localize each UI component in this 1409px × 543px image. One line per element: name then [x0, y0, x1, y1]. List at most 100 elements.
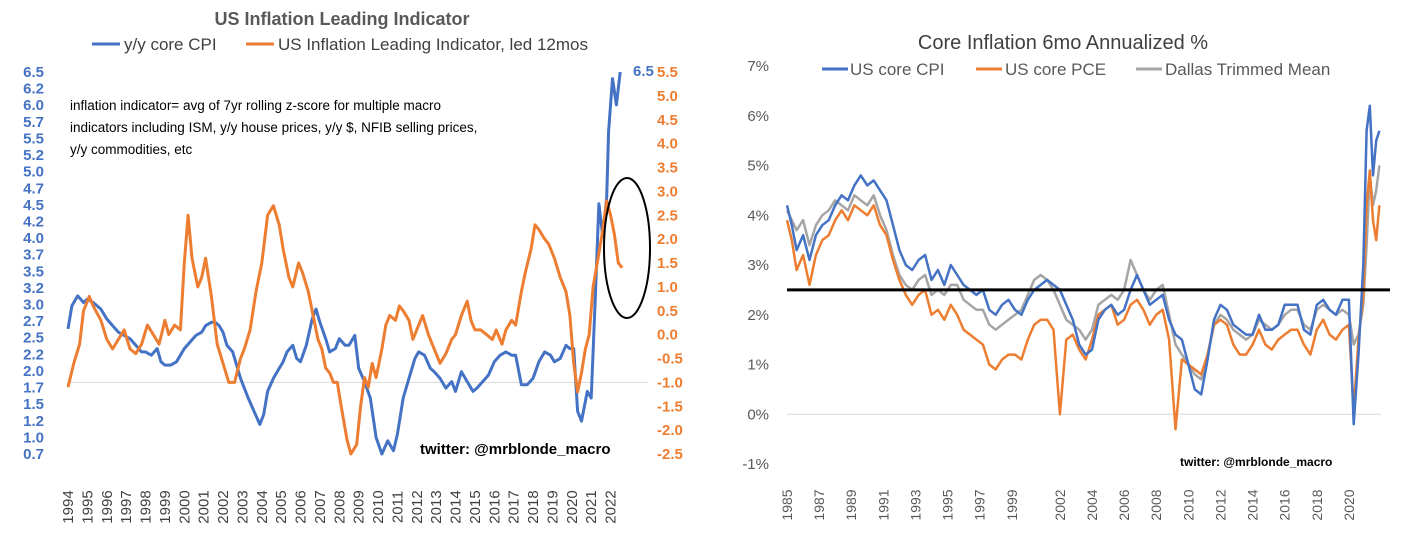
- x-tick-label: 1997: [118, 490, 135, 523]
- annotation-line-3: y/y commodities, etc: [70, 142, 193, 157]
- right-y-tick-label: -2.0: [657, 422, 683, 439]
- right-y-tick-label: 2.0: [657, 231, 678, 248]
- x-tick-label: 1999: [157, 490, 174, 523]
- right-y-tick-label: -2.5: [657, 446, 683, 463]
- left-y-tick-label: 6.2: [23, 81, 44, 98]
- left-y-tick-label: 4.7: [23, 180, 44, 197]
- left-y-tick-label: 3.2: [23, 280, 44, 297]
- left-y-tick-label: 6.5: [23, 64, 44, 81]
- x-tick-label: 1999: [1004, 489, 1020, 520]
- left-y-tick-label: 4.2: [23, 213, 44, 230]
- left-y-tick-label: 2.7: [23, 313, 44, 330]
- y-tick-label: 6%: [747, 108, 769, 125]
- x-tick-label: 1994: [60, 490, 77, 523]
- chart1-annotation: inflation indicator= avg of 7yr rolling …: [70, 98, 477, 157]
- y-tick-label: 5%: [747, 158, 769, 175]
- right-y-tick-label: 2.5: [657, 207, 678, 224]
- chart2-legend: US core CPI US core PCE Dallas Trimmed M…: [822, 60, 1330, 79]
- x-tick-label: 1996: [99, 490, 116, 523]
- chart1-left-axis-ticks: 6.56.26.05.75.55.25.04.74.54.24.03.73.53…: [23, 64, 44, 463]
- x-tick-label: 1985: [779, 489, 795, 520]
- x-tick-label: 2000: [176, 490, 193, 523]
- chart1-legend: y/y core CPI US Inflation Leading Indica…: [92, 35, 588, 54]
- x-tick-label: 2012: [409, 490, 426, 523]
- chart2-x-axis-ticks: 1985 1987 1989 1991 1993 1995 1997 1999 2002 2004…: [779, 489, 1357, 520]
- x-tick-label: 1998: [138, 490, 155, 523]
- x-tick-label: 1995: [79, 490, 96, 523]
- x-tick-label: 2005: [273, 490, 290, 523]
- right-y-tick-label: -1.0: [657, 374, 683, 391]
- chart2-title: Core Inflation 6mo Annualized %: [918, 32, 1208, 54]
- left-y-tick-label: 1.7: [23, 380, 44, 397]
- x-tick-label: 1989: [843, 489, 859, 520]
- x-tick-label: 2002: [215, 490, 232, 523]
- y-tick-label: 0%: [747, 406, 769, 423]
- x-tick-label: 2009: [351, 490, 368, 523]
- x-tick-label: 2012: [1212, 489, 1228, 520]
- x-tick-label: 2007: [312, 490, 329, 523]
- right-y-tick-label: 3.5: [657, 160, 678, 177]
- left-y-tick-label: 5.7: [23, 114, 44, 131]
- left-y-tick-label: 1.2: [23, 413, 44, 430]
- right-y-tick-label: 1.5: [657, 255, 678, 272]
- right-y-tick-label: -1.5: [657, 398, 683, 415]
- x-tick-label: 2021: [583, 490, 600, 523]
- left-y-tick-label: 1.5: [23, 396, 44, 413]
- left-y-tick-label: 6.0: [23, 97, 44, 114]
- right-y-tick-label: 5.5: [657, 64, 678, 81]
- x-tick-label: 2016: [486, 490, 503, 523]
- series-line-us-inflation-leading-indicator-led-12mos: [66, 199, 624, 456]
- annotation-line-2: indicators including ISM, y/y house pric…: [70, 120, 477, 135]
- chart2-series: [785, 104, 1381, 431]
- x-tick-label: 1987: [811, 489, 827, 520]
- x-tick-label: 2014: [448, 490, 465, 523]
- chart1-watermark: twitter: @mrblonde_macro: [420, 441, 611, 458]
- chart1-end-label: 6.5: [633, 63, 654, 80]
- chart2-y-axis-ticks: 7% 6% 5% 4% 3% 2% 1% 0% -1%: [742, 58, 769, 473]
- legend-label-dallas-trimmed-mean: Dallas Trimmed Mean: [1165, 60, 1330, 79]
- y-tick-label: 4%: [747, 207, 769, 224]
- x-tick-label: 2018: [1309, 489, 1325, 520]
- x-tick-label: 2001: [196, 490, 213, 523]
- right-y-tick-label: 1.0: [657, 279, 678, 296]
- chart1-series: [66, 71, 624, 456]
- left-y-tick-label: 2.2: [23, 346, 44, 363]
- x-tick-label: 2008: [331, 490, 348, 523]
- left-y-tick-label: 4.5: [23, 197, 44, 214]
- x-tick-label: 2020: [564, 490, 581, 523]
- x-tick-label: 1991: [875, 489, 891, 520]
- series-line-y-y-core-cpi: [66, 71, 622, 456]
- x-tick-label: 2015: [467, 490, 484, 523]
- chart1-right-axis-ticks: 5.5 5.0 4.5 4.0 3.5 3.0 2.5 2.0 1.5 1.0 0.5 0.0 -0.5…: [657, 64, 683, 463]
- x-tick-label: 2016: [1277, 489, 1293, 520]
- x-tick-label: 2013: [428, 490, 445, 523]
- series-line-dallas-trimmed-mean: [785, 165, 1381, 381]
- left-y-tick-label: 5.5: [23, 130, 44, 147]
- x-tick-label: 2008: [1148, 489, 1164, 520]
- chart2-watermark: twitter: @mrblonde_macro: [1180, 455, 1332, 469]
- y-tick-label: -1%: [742, 456, 769, 473]
- x-tick-label: 2003: [234, 490, 251, 523]
- left-y-tick-label: 0.7: [23, 446, 44, 463]
- y-tick-label: 1%: [747, 357, 769, 374]
- x-tick-label: 2006: [1116, 489, 1132, 520]
- x-tick-label: 2002: [1052, 489, 1068, 520]
- left-y-tick-label: 5.2: [23, 147, 44, 164]
- x-tick-label: 2014: [1245, 489, 1261, 520]
- x-tick-label: 1993: [907, 489, 923, 520]
- right-y-tick-label: 4.5: [657, 112, 678, 129]
- x-tick-label: 2004: [1084, 489, 1100, 520]
- y-tick-label: 7%: [747, 58, 769, 75]
- left-y-tick-label: 4.0: [23, 230, 44, 247]
- y-tick-label: 3%: [747, 257, 769, 274]
- right-y-tick-label: 0.0: [657, 327, 678, 344]
- chart1-title: US Inflation Leading Indicator: [214, 9, 469, 29]
- x-tick-label: 2018: [525, 490, 542, 523]
- legend-label-core-cpi: y/y core CPI: [124, 35, 217, 54]
- left-y-tick-label: 1.0: [23, 429, 44, 446]
- x-tick-label: 2010: [1180, 489, 1196, 520]
- left-y-tick-label: 3.0: [23, 297, 44, 314]
- y-tick-label: 2%: [747, 307, 769, 324]
- annotation-line-1: inflation indicator= avg of 7yr rolling …: [70, 98, 441, 113]
- left-y-tick-label: 2.5: [23, 330, 44, 347]
